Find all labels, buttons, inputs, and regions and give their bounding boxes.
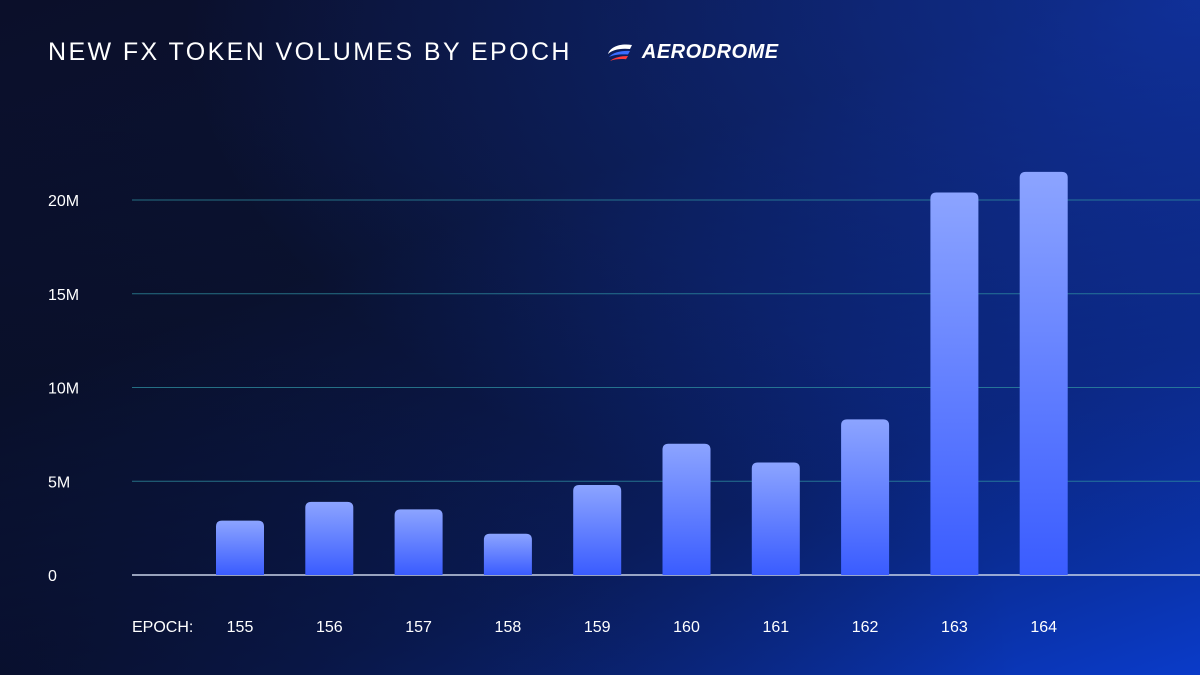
bar-epoch-156 bbox=[305, 501, 354, 575]
bar-epoch-155 bbox=[216, 520, 264, 575]
brand: AERODROME bbox=[606, 41, 779, 64]
x-axis: EPOCH: 155 156 157 158 159 160 161 162 163 164 bbox=[132, 619, 1057, 636]
x-tick-label: 164 bbox=[1030, 619, 1057, 636]
x-tick-label: 157 bbox=[405, 619, 432, 636]
x-tick-label: 156 bbox=[316, 619, 343, 636]
chart-title: NEW FX TOKEN VOLUMES BY EPOCH bbox=[48, 38, 572, 66]
aerodrome-logo-icon bbox=[607, 43, 632, 61]
y-tick-label: 10M bbox=[48, 381, 79, 398]
brand-name: AERODROME bbox=[641, 41, 779, 63]
bar-epoch-160 bbox=[662, 443, 711, 575]
x-tick-label: 163 bbox=[941, 619, 968, 636]
bar-epoch-159 bbox=[573, 485, 622, 575]
bar-epoch-157 bbox=[394, 509, 443, 575]
x-tick-label: 161 bbox=[762, 619, 789, 636]
x-tick-label: 155 bbox=[227, 619, 254, 636]
x-axis-prefix-label: EPOCH: bbox=[132, 619, 193, 636]
y-tick-label: 5M bbox=[48, 474, 70, 491]
bar-epoch-164 bbox=[1019, 171, 1068, 575]
x-tick-label: 158 bbox=[495, 619, 522, 636]
x-tick-label: 162 bbox=[852, 619, 879, 636]
x-tick-label: 160 bbox=[673, 619, 700, 636]
bar-epoch-163 bbox=[930, 192, 979, 575]
bar-epoch-162 bbox=[841, 419, 890, 575]
bar-epoch-161 bbox=[751, 462, 800, 575]
y-tick-label: 20M bbox=[48, 193, 79, 210]
y-tick-label: 15M bbox=[48, 287, 79, 304]
y-tick-label: 0 bbox=[48, 568, 57, 585]
chart-header: NEW FX TOKEN VOLUMES BY EPOCH AERODROME bbox=[48, 38, 779, 67]
y-axis: 0 5M 10M 15M 20M bbox=[48, 193, 79, 585]
bars bbox=[216, 171, 1068, 575]
x-tick-label: 159 bbox=[584, 619, 611, 636]
bar-epoch-158 bbox=[483, 533, 532, 575]
